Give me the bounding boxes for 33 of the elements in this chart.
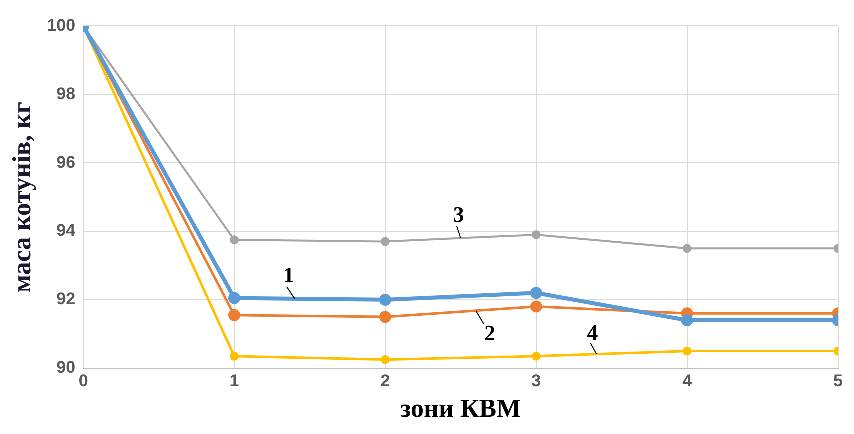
point (228, 309, 241, 322)
y-tick-label: 90 (56, 358, 76, 378)
series-label: 4 (587, 320, 598, 346)
x-tick-label: 3 (532, 371, 542, 390)
y-tick-label: 98 (56, 84, 76, 104)
y-axis-title: маса котунів, кг (7, 102, 36, 293)
series-label: 1 (283, 262, 294, 288)
point (230, 352, 240, 361)
point (230, 236, 240, 245)
point (379, 311, 392, 324)
series-label: 2 (484, 320, 496, 346)
x-tick-label: 0 (78, 371, 88, 390)
point (532, 230, 541, 240)
point (682, 244, 692, 254)
point (228, 292, 241, 304)
series-label: 3 (453, 202, 464, 228)
point (532, 352, 541, 361)
y-tick-label: 92 (56, 290, 76, 309)
point (379, 294, 392, 306)
point (681, 314, 694, 326)
x-axis-title: зони КВМ (400, 394, 522, 424)
point (530, 287, 542, 300)
point (530, 300, 542, 313)
x-tick-label: 1 (230, 371, 240, 390)
point (380, 237, 390, 246)
x-tick-label: 2 (380, 371, 390, 390)
y-tick-label: 100 (47, 16, 76, 35)
y-tick-label: 96 (56, 152, 76, 172)
x-tick-label: 4 (682, 371, 693, 390)
point (380, 355, 390, 364)
y-tick-label: 94 (56, 221, 76, 240)
point (682, 346, 692, 356)
x-tick-label: 5 (834, 371, 844, 390)
